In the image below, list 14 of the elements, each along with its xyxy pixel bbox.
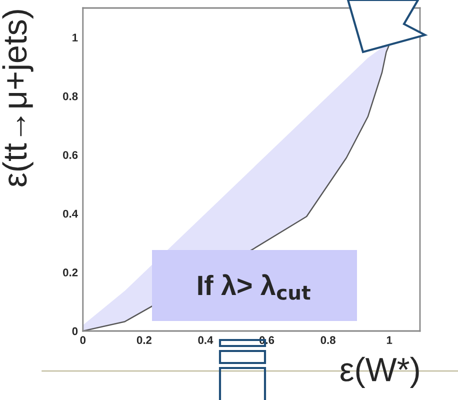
x-tick-label: 0.4 bbox=[198, 336, 214, 344]
y-tick-label: 1 bbox=[72, 34, 78, 42]
y-tick-label: 0.4 bbox=[63, 210, 78, 218]
x-axis-title: ε(W*) bbox=[340, 356, 419, 388]
y-axis-title: ε(tt→μ+jets) bbox=[2, 10, 34, 186]
y-tick-label: 0 bbox=[72, 327, 78, 336]
x-tick-label: 1 bbox=[386, 336, 392, 344]
y-tick-label: 0.6 bbox=[63, 151, 78, 159]
x-tick-label: 0.8 bbox=[320, 336, 336, 344]
y-tick-label: 0.8 bbox=[63, 92, 78, 100]
y-tick-label: 0.2 bbox=[63, 268, 78, 276]
x-tick-label: 0.2 bbox=[136, 336, 152, 344]
annotation: If λ> λ$_{cut}$ bbox=[198, 274, 310, 300]
x-tick-label: 0 bbox=[80, 336, 86, 344]
